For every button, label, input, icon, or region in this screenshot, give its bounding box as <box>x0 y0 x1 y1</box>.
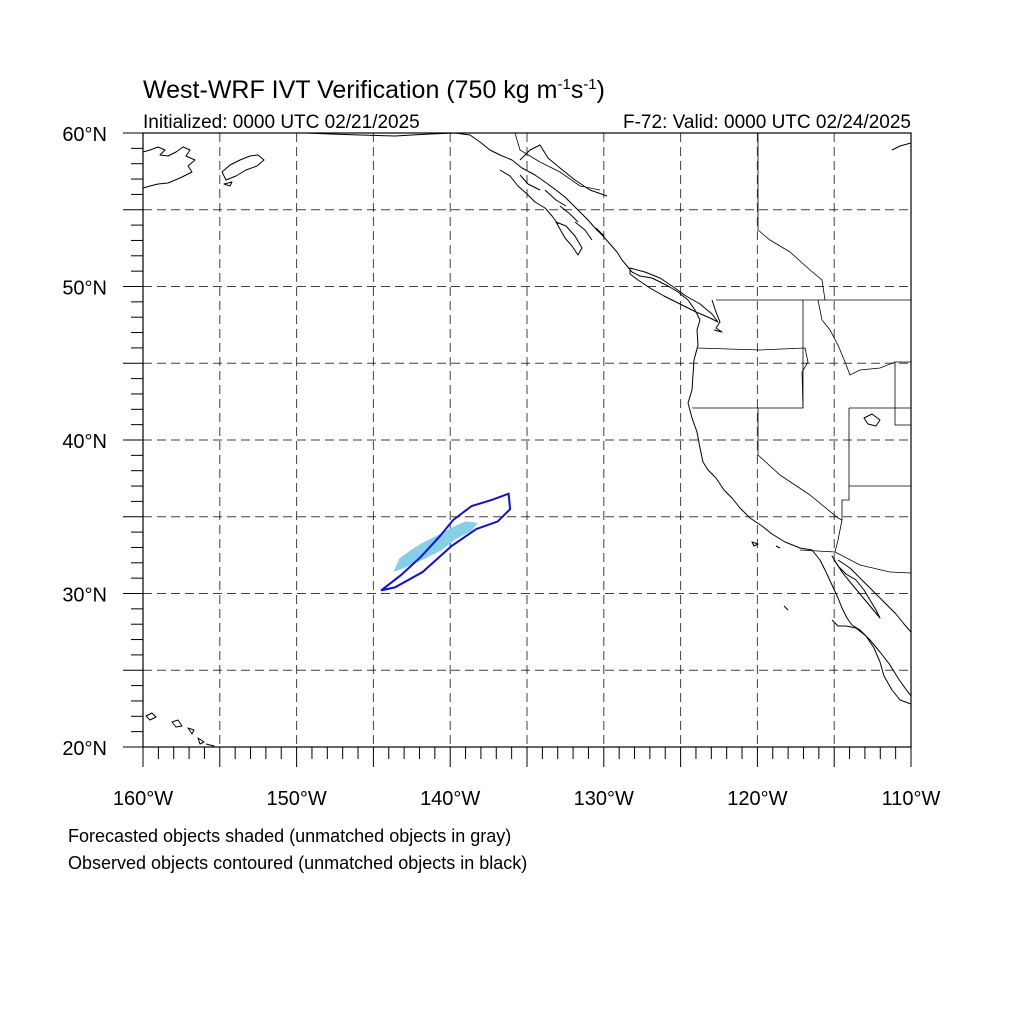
channel-islands <box>751 541 789 611</box>
great-salt-lake <box>863 413 881 427</box>
lon-tick-label: 140°W <box>420 788 480 810</box>
forecast-object-shaded <box>393 521 478 572</box>
valid-label: F-72: Valid: 0000 UTC 02/24/2025 <box>623 112 911 133</box>
kodiak-island-coastline <box>221 154 265 181</box>
lon-tick-label: 130°W <box>574 788 634 810</box>
wa-or-border <box>692 347 809 409</box>
hawaii-islands <box>145 712 215 747</box>
tick-marks <box>123 132 912 767</box>
coastlines <box>143 133 911 747</box>
political-borders <box>514 133 911 574</box>
alaska-coastline <box>143 146 196 189</box>
us-west-coastline <box>687 402 911 697</box>
wy-border <box>849 362 911 487</box>
baja-southern-coastline <box>831 619 911 705</box>
longitude-labels: 160°W 150°W 140°W 130°W 120°W 110°W <box>113 788 941 810</box>
haida-gwaii-coastline <box>555 221 583 256</box>
lat-tick-label: 40°N <box>62 431 107 453</box>
inside-passage-islands <box>499 144 608 241</box>
puget-sound-coastline <box>711 299 723 333</box>
yukon-bc-border <box>514 133 601 191</box>
nv-ca-border <box>757 408 843 521</box>
graticule <box>143 133 911 747</box>
lat-tick-label: 20°N <box>62 738 107 760</box>
id-border <box>802 299 911 408</box>
initialized-label: Initialized: 0000 UTC 02/21/2025 <box>143 112 420 133</box>
us-mexico-border <box>799 549 911 574</box>
vancouver-island-coastline <box>629 267 719 323</box>
hudson-bay-coast <box>891 142 911 151</box>
small-island-coastline <box>223 181 233 187</box>
lat-tick-label: 50°N <box>62 278 107 300</box>
lon-tick-label: 150°W <box>266 788 326 810</box>
latitude-labels: 20°N 30°N 40°N 50°N 60°N <box>62 124 107 760</box>
az-ca-border <box>834 519 843 553</box>
bc-alberta-border <box>757 133 826 301</box>
panhandle-coastline <box>305 133 701 404</box>
plot-area <box>143 133 911 747</box>
lon-tick-label: 120°W <box>727 788 787 810</box>
lon-tick-label: 110°W <box>882 788 941 810</box>
lon-tick-label: 160°W <box>113 788 173 810</box>
lat-tick-label: 30°N <box>62 585 107 607</box>
legend-note-forecast: Forecasted objects shaded (unmatched obj… <box>68 826 511 846</box>
map-title: West-WRF IVT Verification (750 kg m-1s-1… <box>143 76 605 104</box>
nv-ut-border <box>841 408 850 520</box>
legend-note-observed: Observed objects contoured (unmatched ob… <box>68 853 527 873</box>
lat-tick-label: 60°N <box>62 124 107 146</box>
observed-object-contour <box>380 492 512 592</box>
gulf-of-california-coastline <box>837 559 911 633</box>
baja-california-coastline <box>831 555 881 619</box>
